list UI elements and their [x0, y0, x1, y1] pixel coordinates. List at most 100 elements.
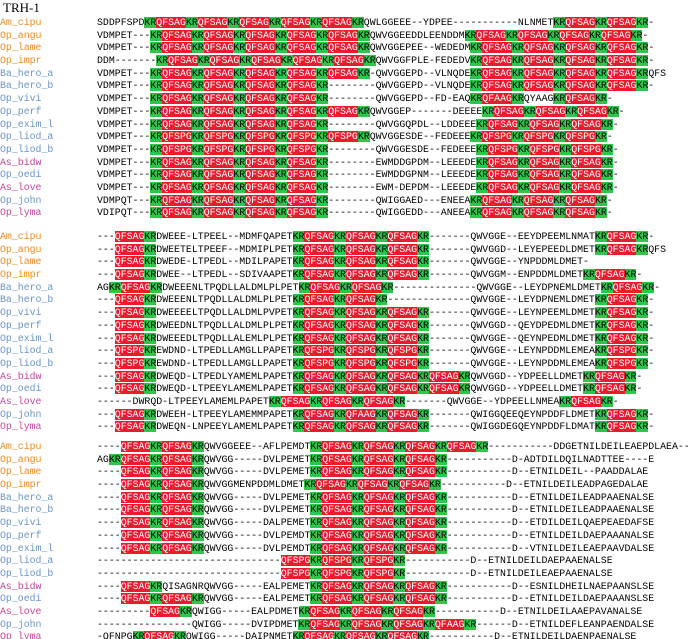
species-label: Op_impr	[0, 55, 42, 67]
sequence: VDIPQT---KRQFSAGKRQFSAGKRQFSAGKRQFSAGKR-…	[97, 207, 613, 219]
sequence: VDMPET---KRQFSAGKRQFSAGKRQFSAGKRQFSAGKRQ…	[97, 105, 625, 117]
sequence: AGKRQFSAGKRQFSAGKRQWVGG-----DVLPEMETKRQF…	[97, 453, 655, 465]
species-label: Ba_hero_a	[0, 281, 54, 293]
alignment-row: Am_cipu ---QFSAGKRDWEEE-LTPEEL--MDMFQAPET…	[0, 231, 689, 244]
sequence: ----QFSAGKRQFSAGKRQWVGGEEE--AFLPEMDTKRQF…	[97, 441, 689, 452]
species-label: Op_perf	[0, 105, 42, 117]
sequence: ---QFSAGKRDWEETELTPEEF--MDMIPLPETKRQFSAG…	[97, 243, 667, 255]
species-label: Op_lame	[0, 256, 42, 268]
species-label: Op_vivi	[0, 517, 42, 529]
alignment-row: Op_impr DDM-------KRQFSAGKRQFSAGKRQFSAGKR…	[0, 55, 689, 68]
alignment-row: Ba_hero_a AGKRQFSAGKRDWEEENLTPQDLLALDMLPL…	[0, 281, 689, 295]
alignment-row: Op_perf ----QFSAGKRQFSAGKRQWVGG-----DVLPE…	[0, 529, 689, 543]
sequence: ---QFSAGKRDWEEDNLTPQDLLALDMLPLPETKRQFSAG…	[97, 319, 655, 331]
alignment-row: Op_oedi ----QFSAGKRQFSAGKRQWVGG-----EALPE…	[0, 593, 689, 606]
species-label: As_bidw	[0, 370, 42, 382]
alignment-row: Op_impr ---QFSAGKRDWEE--LTPEDL--SDIVAAPET…	[0, 269, 689, 282]
species-label: Am_cipu	[0, 441, 42, 452]
sequence: ---QFSAGKRDWEEEDLTPQDLLALEMLPLPETKRQFSAG…	[97, 332, 655, 344]
sequence: ----QFSAGKRQFSAGKRQWVGG-----EALPEMETKRQF…	[97, 593, 655, 605]
species-label: Op_exim_l	[0, 118, 54, 130]
alignment-row: Op_exim_l ---QFSAGKRDWEEEDLTPQDLLALEMLPLP…	[0, 332, 689, 346]
alignment-block: Am_cipu ---QFSAGKRDWEEE-LTPEEL--MDMFQAPET…	[0, 231, 689, 434]
sequence: ---QFSAGKRDWEQD-LTPEEYLAMEMLPAPETKRQFSAG…	[97, 383, 643, 395]
alignment-row: As_love VDMPET---KRQFSAGKRQFSAGKRQFSAGKRQ…	[0, 181, 689, 195]
sequence: ---QFSAGKRDWEEEELTPQDLLALDMLPVPETKRQFSAG…	[97, 307, 655, 319]
species-label: Op_liod_b	[0, 567, 54, 579]
sequence: ---QFSPGKREWDND-LTPEDLLAMGLLPAPETKRQFSPG…	[97, 345, 655, 357]
alignment-row: Op_angu ---QFSAGKRDWEETELTPEEF--MDMIPLPET…	[0, 243, 689, 257]
alignment-row: Am_cipu SDDPFSPDKRQFSAGKRQFSAGKRQFSAGKRQF…	[0, 17, 689, 30]
alignment-row: Ba_hero_a VDMPET---KRQFSAGKRQFSAGKRQFSAGK…	[0, 67, 689, 81]
sequence: VDMPET---KRQFSAGKRQFSAGKRQFSAGKRQFSAGKR-…	[97, 156, 619, 168]
alignment-row: Op_liod_a VDMPET---KRQFSPGKRQFSPGKRQFSPGK…	[0, 131, 689, 144]
species-label: As_love	[0, 395, 42, 407]
alignment-row: Op_liod_b -------------------------------…	[0, 567, 689, 581]
species-label: Ba_hero_b	[0, 504, 54, 516]
alignment-row: Op_liod_b ---QFSPGKREWDND-LTPEDLLAMGLLPAP…	[0, 357, 689, 371]
sequence: AGKRQFSAGKRDWEEENLTPQDLLALDMLPLPETKRQFSA…	[97, 281, 661, 293]
sequence: VDMPET---KRQFSAGKRQFSAGKRQFSAGKRQFSAGKR-…	[97, 169, 619, 181]
species-label: Op_impr	[0, 269, 42, 281]
sequence: ----QFSAGKRQFSAGKRQWVGG-----DVLPEMETKRQF…	[97, 504, 655, 516]
alignment-block: Am_cipu SDDPFSPDKRQFSAGKRQFSAGKRQFSAGKRQF…	[0, 17, 689, 220]
species-label: Op_exim_l	[0, 542, 54, 554]
alignment-row: Ba_hero_b ----QFSAGKRQFSAGKRQWVGG-----DVL…	[0, 504, 689, 517]
sequence: VDMPET---KRQFSAGKRQFSAGKRQFSAGKRQFSAGKR-…	[97, 181, 619, 193]
species-label: Am_cipu	[0, 17, 42, 28]
alignment-row: Op_perf ---QFSAGKRDWEEDNLTPQDLLALDMLPLPET…	[0, 319, 689, 333]
alignment-row: Op_lame VDMPET---KRQFSAGKRQFSAGKRQFSAGKRQ…	[0, 42, 689, 55]
species-label: Op_impr	[0, 479, 42, 491]
species-label: Op_angu	[0, 453, 42, 465]
alignment-row: Op_vivi VDMPET---KRQFSAGKRQFSAGKRQFSAGKRQ…	[0, 93, 689, 106]
sequence: -------------------------------QFSPGKRQF…	[97, 567, 613, 579]
sequence: ---QFSAGKRDWEDE-LTPEDL--MDILPAPETKRQFSAG…	[97, 256, 589, 268]
sequence: VDMPET---KRQFSAGKRQFSAGKRQFSAGKRQFSAGKR-…	[97, 118, 619, 130]
alignment-row: Op_exim_l ----QFSAGKRQFSAGKRQWVGG-----DVL…	[0, 542, 689, 556]
species-label: Am_cipu	[0, 231, 42, 242]
alignment-row: Op_liod_b VDMPET---KRQFSPGKRQFSPGKRQFSPGK…	[0, 143, 689, 157]
sequence: ---QFSAGKRDWEE--LTPEDL--SDIVAAPETKRQFSAG…	[97, 269, 643, 281]
alignment-row: As_love ---------QFSAGKRQWIGG-----EALPDME…	[0, 605, 689, 619]
alignment-row: As_bidw VDMPET---KRQFSAGKRQFSAGKRQFSAGKRQ…	[0, 156, 689, 170]
alignment-row: Op_oedi ---QFSAGKRDWEQD-LTPEEYLAMEMLPAPET…	[0, 383, 689, 396]
species-label: Ba_hero_b	[0, 294, 54, 306]
species-label: Op_exim_l	[0, 332, 54, 344]
sequence: ----QFSAGKRQFSAGKRQWVGG-----DVLPEMETKRQF…	[97, 466, 649, 478]
species-label: As_bidw	[0, 156, 42, 168]
alignment-row: Ba_hero_b VDMPET---KRQFSAGKRQFSAGKRQFSAGK…	[0, 80, 689, 93]
species-label: Op_lame	[0, 42, 42, 54]
species-label: As_love	[0, 605, 42, 617]
sequence: -------------------------------QFSPGKRQF…	[97, 555, 613, 567]
sequence: VDMPET---KRQFSAGKRQFSAGKRQFSAGKRQFSAGKR-…	[97, 80, 655, 92]
sequence: ----QFSAGKRQFSAGKRQWVGG-----DVLPEMETKRQF…	[97, 491, 655, 503]
species-label: Ba_hero_b	[0, 80, 54, 92]
species-label: Op_oedi	[0, 169, 42, 181]
figure-title: TRH-1	[3, 0, 40, 15]
species-label: Op_liod_b	[0, 357, 54, 369]
species-label: As_bidw	[0, 580, 42, 592]
species-label: Op_angu	[0, 29, 42, 41]
alignment-row: Op_perf VDMPET---KRQFSAGKRQFSAGKRQFSAGKRQ…	[0, 105, 689, 119]
species-label: Op_john	[0, 194, 42, 206]
species-label: Ba_hero_a	[0, 67, 54, 79]
sequence: VDMPET---KRQFSPGKRQFSPGKRQFSPGKRQFSPGKRQ…	[97, 131, 613, 143]
alignment-row: Op_angu VDMPET---KRQFSAGKRQFSAGKRQFSAGKRQ…	[0, 29, 689, 43]
alignment-row: Op_impr ----QFSAGKRQFSAGKRQWVGGMENPDDMLDM…	[0, 479, 689, 492]
sequence: ---QFSAGKRDWEEENLTPQDLLALDMLPLPETKRQFSAG…	[97, 294, 655, 306]
species-label: Op_vivi	[0, 93, 42, 105]
sequence: ---QFSAGKRDWEEE-LTPEEL--MDMFQAPETKRQFSAG…	[97, 231, 655, 242]
alignment-row: Op_john ---QFSAGKRDWEEH-LTPEEYLAMEMMPAPET…	[0, 408, 689, 422]
species-label: As_love	[0, 181, 42, 193]
alignment-row: Op_lyma ---QFSAGKRDWEQN-LNPEEYLAMEMLPAPET…	[0, 421, 689, 434]
sequence: ---QFSAGKRDWEQN-LNPEEYLAMEMLPAPETKRQFSAG…	[97, 421, 655, 433]
sequence: ----QFSAGKRQISAGNRQWVGG-----EALPEMETKRQF…	[97, 580, 655, 592]
species-label: Op_angu	[0, 243, 42, 255]
sequence: ---QFSAGKRDWEEH-LTPEEYLAMEMMPAPETKRQFSAG…	[97, 408, 655, 420]
alignment-row: Op_vivi ----QFSAGKRQFSAGKRQWVGG-----DALPE…	[0, 517, 689, 530]
alignment-row: Op_liod_a ---QFSPGKREWDND-LTPEDLLAMGLLPAP…	[0, 345, 689, 358]
sequence: VDMPET---KRQFSAGKRQFSAGKRQFSAGKRQFSAGKRQ…	[97, 29, 649, 41]
species-label: Op_john	[0, 618, 42, 630]
species-label: Op_john	[0, 408, 42, 420]
